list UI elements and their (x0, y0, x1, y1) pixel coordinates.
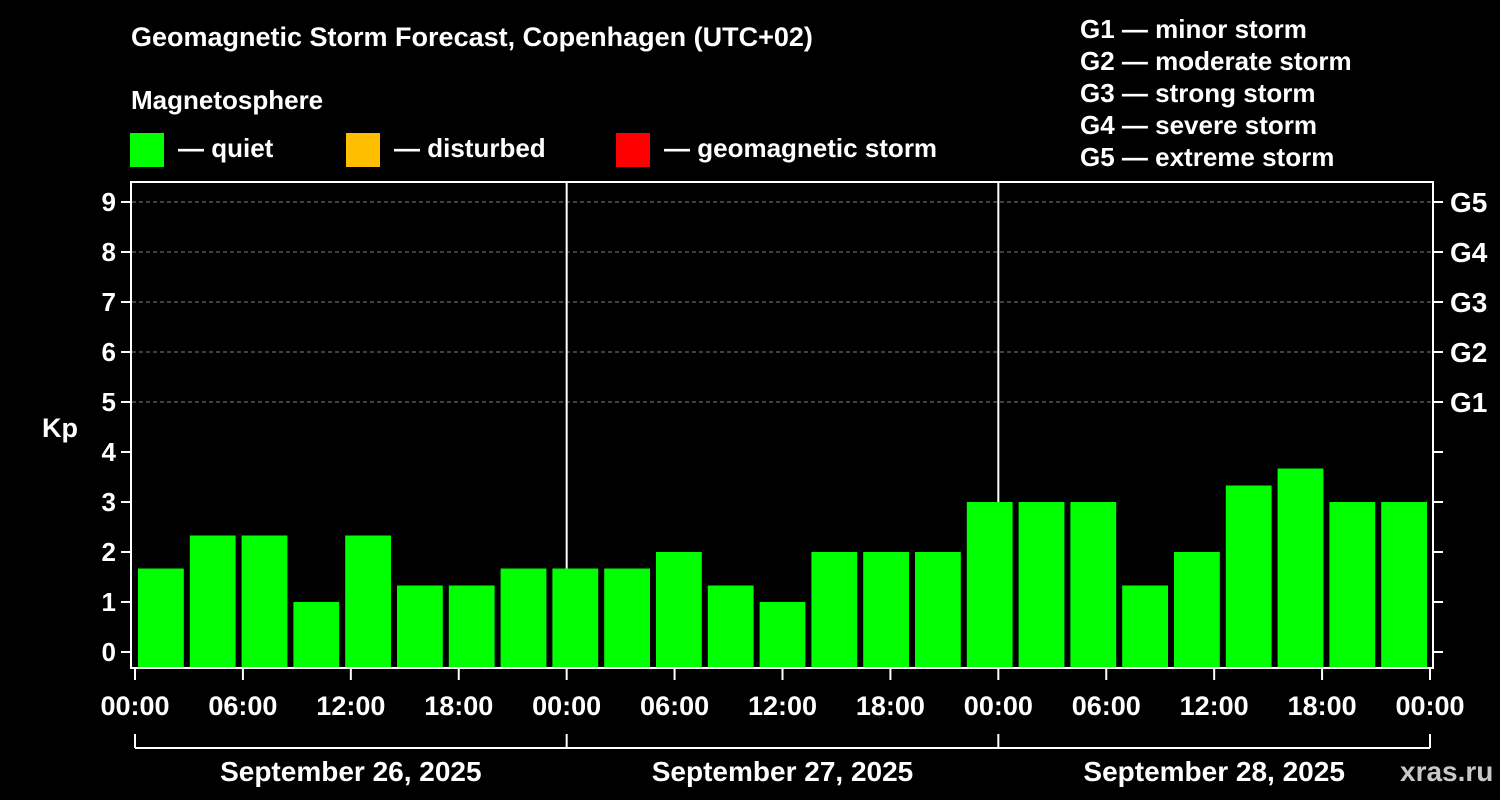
g-level-label: G3 (1450, 287, 1487, 318)
x-tick-label: 00:00 (100, 691, 169, 721)
x-tick-label: 00:00 (1395, 691, 1464, 721)
kp-bar (1277, 468, 1324, 667)
y-tick-label: 2 (102, 537, 116, 567)
legend-label-storm: — geomagnetic storm (664, 133, 938, 163)
kp-bar (915, 552, 961, 667)
kp-bar (448, 585, 495, 667)
kp-bar (656, 552, 702, 667)
y-tick-label: 0 (102, 637, 116, 667)
g-legend-g5: G5 — extreme storm (1080, 142, 1335, 172)
kp-bar (604, 568, 650, 667)
kp-bar (397, 585, 443, 667)
legend-title: Magnetosphere (131, 85, 324, 115)
legend-label-quiet: — quiet (178, 133, 274, 163)
y-tick-label: 4 (102, 437, 117, 467)
kp-bar (1174, 552, 1220, 667)
kp-bar (1225, 485, 1272, 667)
kp-bar (189, 535, 236, 667)
kp-bar (1122, 585, 1168, 667)
kp-bar (759, 602, 806, 667)
g-legend-g3: G3 — strong storm (1080, 78, 1316, 108)
x-tick-label: 06:00 (640, 691, 709, 721)
y-tick-label: 1 (102, 587, 116, 617)
x-tick-label: 00:00 (532, 691, 601, 721)
kp-bar (1329, 502, 1376, 667)
x-tick-label: 18:00 (856, 691, 925, 721)
g-legend-g2: G2 — moderate storm (1080, 46, 1352, 76)
legend-swatch-disturbed (346, 133, 380, 167)
y-tick-label: 9 (102, 187, 116, 217)
kp-bar (552, 568, 599, 667)
legend-swatch-storm (616, 133, 650, 167)
kp-bar (863, 552, 909, 667)
kp-bar (811, 552, 858, 667)
g-legend-g4: G4 — severe storm (1080, 110, 1318, 140)
kp-bar (345, 535, 391, 667)
x-tick-label: 00:00 (964, 691, 1033, 721)
y-tick-label: 7 (102, 287, 116, 317)
kp-bar (1018, 502, 1065, 667)
y-axis-label: Kp (42, 413, 78, 443)
watermark: xras.ru (1400, 756, 1494, 787)
kp-bar (138, 568, 184, 667)
g-legend-g1: G1 — minor storm (1080, 14, 1307, 44)
x-tick-label: 18:00 (424, 691, 493, 721)
x-tick-label: 12:00 (1180, 691, 1249, 721)
day-label: September 27, 2025 (652, 756, 914, 787)
kp-bar (293, 602, 340, 667)
y-tick-label: 6 (102, 337, 116, 367)
y-tick-label: 8 (102, 237, 116, 267)
day-label: September 26, 2025 (220, 756, 482, 787)
x-tick-label: 18:00 (1288, 691, 1357, 721)
g-level-label: G1 (1450, 387, 1487, 418)
kp-bar (1381, 502, 1427, 667)
kp-bar (500, 568, 547, 667)
y-tick-label: 5 (102, 387, 116, 417)
kp-bar (1070, 502, 1117, 667)
chart-title: Geomagnetic Storm Forecast, Copenhagen (… (131, 22, 813, 52)
x-tick-label: 12:00 (316, 691, 385, 721)
kp-bar (707, 585, 754, 667)
g-level-label: G5 (1450, 187, 1487, 218)
legend-swatch-quiet (130, 133, 164, 167)
x-tick-label: 06:00 (1072, 691, 1141, 721)
kp-bar (241, 535, 288, 667)
kp-bar (966, 502, 1013, 667)
g-level-label: G4 (1450, 237, 1488, 268)
legend-label-disturbed: — disturbed (394, 133, 546, 163)
day-label: September 28, 2025 (1083, 756, 1345, 787)
x-tick-label: 06:00 (208, 691, 277, 721)
x-tick-label: 12:00 (748, 691, 817, 721)
y-tick-label: 3 (102, 487, 116, 517)
g-level-label: G2 (1450, 337, 1487, 368)
